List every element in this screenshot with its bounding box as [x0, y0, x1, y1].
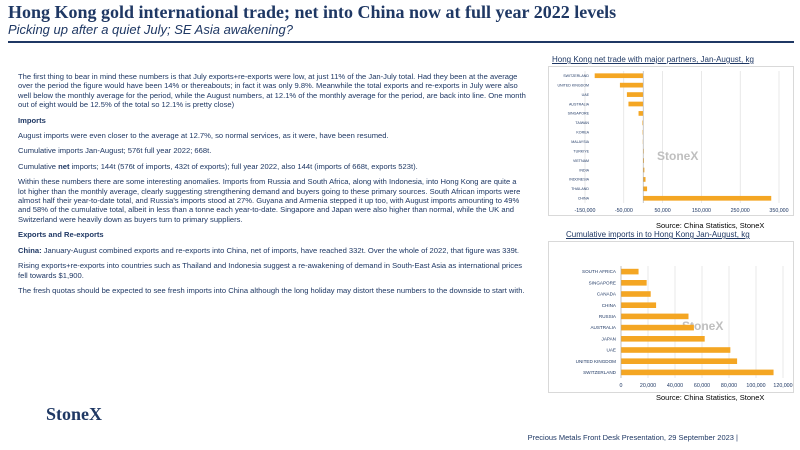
chart2-box: 0 20,000 40,000 60,000 80,000 100,000 120,000 S… — [548, 241, 794, 393]
bar — [628, 101, 644, 107]
paragraph-cumulative-imports: Cumulative imports Jan-August; 576t full… — [18, 146, 212, 156]
bar — [643, 177, 646, 182]
category-label: CHINA — [602, 303, 617, 308]
category-label: TAIWAN — [575, 121, 589, 125]
bar — [643, 158, 644, 163]
title-rule — [8, 41, 794, 43]
bar — [621, 313, 689, 320]
bar — [621, 268, 639, 275]
x-tick-label: 350,000 — [769, 208, 788, 214]
category-label: TURKIYE — [573, 149, 589, 153]
paragraph-intro: The first thing to bear in mind these nu… — [18, 72, 526, 110]
bar — [621, 324, 694, 331]
bar — [621, 302, 657, 308]
x-tick-label: -150,000 — [575, 208, 596, 214]
cumulative-imports-chart: 0 20,000 40,000 60,000 80,000 100,000 120,000 S… — [576, 266, 793, 389]
chart1-box: -150,000 -50,000 50,000 150,000 250,000 350,0… — [548, 66, 794, 216]
body-text: The first thing to bear in mind these nu… — [18, 72, 526, 301]
bar — [621, 291, 651, 297]
category-label: RUSSIA — [599, 314, 617, 319]
imports-heading: Imports — [18, 115, 46, 125]
category-label: UNITED KINGDOM — [576, 359, 616, 364]
x-tick-label: 250,000 — [731, 208, 750, 214]
bar — [643, 167, 645, 173]
category-label: SINGAPORE — [589, 280, 616, 285]
exports-heading: Exports and Re-exports — [18, 230, 104, 240]
category-label: SWITZERLAND — [563, 74, 589, 78]
x-tick-label: 40,000 — [667, 383, 683, 389]
x-tick-label: 50,000 — [654, 208, 670, 214]
category-label: AUSTRALIA — [569, 102, 590, 106]
bar — [621, 347, 731, 353]
bar — [626, 92, 644, 97]
net-bold: net — [58, 161, 70, 171]
bar — [643, 195, 772, 201]
paragraph-anomalies: Within these numbers there are some inte… — [18, 177, 521, 224]
bar — [621, 280, 647, 286]
paragraph-se-asia: Rising exports+re-exports into countries… — [18, 261, 523, 280]
bar — [638, 111, 644, 116]
x-tick-label: 120,000 — [773, 383, 792, 389]
category-label: SOUTH AFRICA — [582, 269, 617, 274]
category-label: AUSTRALIA — [590, 325, 616, 330]
category-label: KOREA — [576, 131, 589, 135]
net-prefix: Cumulative — [18, 161, 59, 171]
category-label: THAILAND — [571, 187, 589, 191]
paragraph-august-imports: August imports were even closer to the a… — [18, 131, 389, 141]
category-label: SWITZERLAND — [583, 370, 617, 375]
category-label: VIETNAM — [573, 159, 589, 163]
bar — [643, 186, 648, 192]
paragraph-net-imports: Cumulative net imports; 144t (576t of im… — [18, 162, 526, 171]
category-label: SINGAPORE — [568, 112, 590, 116]
page-title: Hong Kong gold international trade; net … — [8, 2, 617, 22]
bar — [621, 336, 705, 342]
page-subtitle: Picking up after a quiet July; SE Asia a… — [8, 22, 293, 37]
watermark: StoneX — [657, 149, 698, 163]
stonex-logo: StoneX — [46, 404, 103, 424]
bar — [594, 73, 644, 79]
category-label: UAE — [607, 348, 616, 353]
net-trade-chart: -150,000 -50,000 50,000 150,000 250,000 350,0… — [557, 71, 789, 214]
chart1-source: Source: China Statistics, StoneX — [656, 221, 765, 230]
category-label: INDIA — [579, 168, 589, 172]
category-label: UAE — [582, 93, 590, 97]
chart1-title: Hong Kong net trade with major partners,… — [552, 55, 754, 64]
x-tick-label: 100,000 — [746, 383, 765, 389]
bar — [621, 369, 774, 376]
bar — [643, 148, 644, 154]
x-tick-label: 150,000 — [692, 208, 711, 214]
net-suffix: imports; 144t (576t of imports, 432t of … — [69, 161, 418, 171]
footer-text: Precious Metals Front Desk Presentation,… — [527, 433, 738, 442]
bar — [642, 120, 644, 126]
paragraph-quotas: The fresh quotas should be expected to s… — [18, 285, 525, 295]
china-text: January-August combined exports and re-e… — [41, 245, 520, 255]
category-label: UNITED KINGDOM — [557, 83, 589, 87]
category-label: CANADA — [597, 292, 617, 297]
x-tick-label: 20,000 — [640, 383, 656, 389]
paragraph-china: China: January-August combined exports a… — [18, 246, 526, 255]
bar — [621, 358, 738, 364]
china-label: China: — [18, 245, 42, 255]
category-label: MALAYSIA — [571, 140, 589, 144]
bar — [619, 82, 644, 88]
chart2-source: Source: China Statistics, StoneX — [656, 393, 765, 402]
category-label: INDONESIA — [569, 178, 589, 182]
x-tick-label: -50,000 — [615, 208, 633, 214]
category-label: CHINA — [578, 197, 590, 201]
chart2-title: Cumulative imports in to Hong Kong Jan-A… — [566, 230, 750, 239]
x-tick-label: 60,000 — [694, 383, 710, 389]
x-tick-label: 80,000 — [721, 383, 737, 389]
category-label: JAPAN — [602, 336, 616, 341]
x-tick-label: 0 — [620, 383, 623, 389]
